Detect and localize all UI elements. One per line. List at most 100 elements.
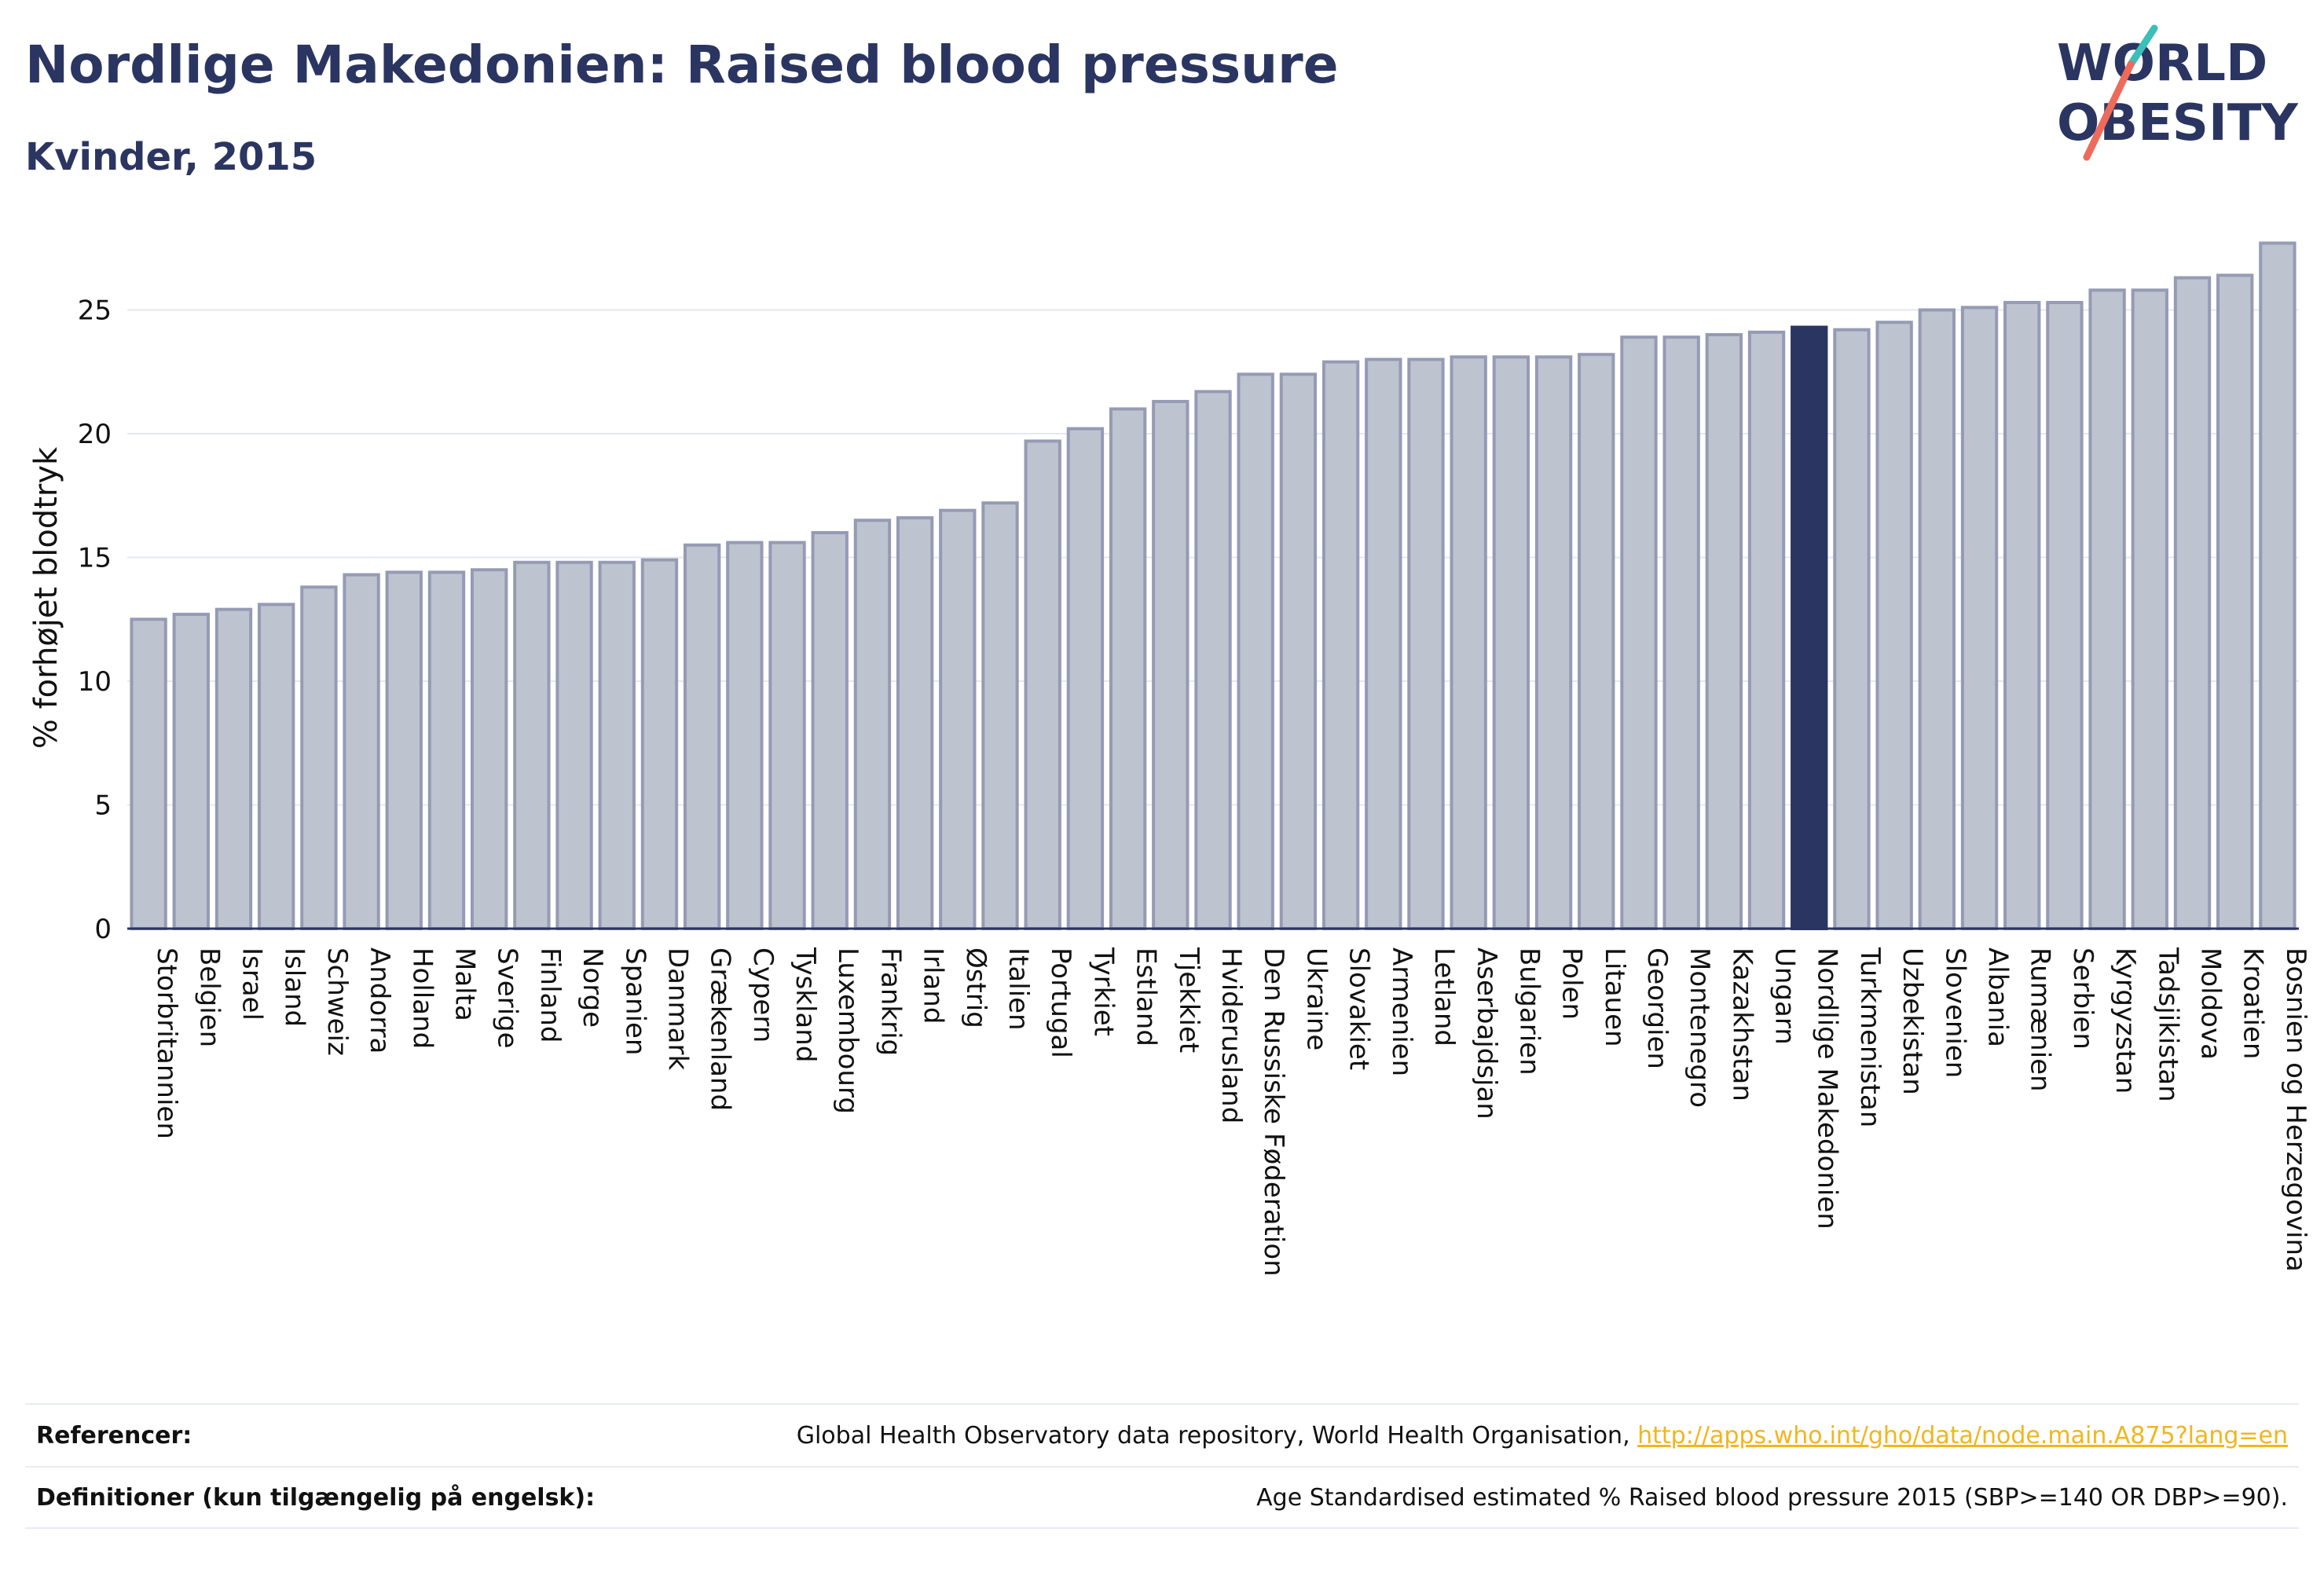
x-tick-label: Spanien (619, 947, 651, 1055)
x-tick-label: Irland (918, 947, 949, 1024)
bar (427, 570, 466, 931)
logo-slash-bottom (2083, 60, 2135, 161)
bar (2173, 276, 2212, 930)
x-tick-label: Den Russiske Føderation (1258, 947, 1289, 1277)
x-tick-label: Armenien (1386, 947, 1417, 1076)
bar (1534, 355, 1573, 931)
bar (1279, 372, 1318, 930)
x-tick-label: Østrig (960, 947, 992, 1028)
x-tick-label: Letland (1428, 947, 1460, 1046)
x-tick-label: Aserbajdsjan (1471, 947, 1502, 1120)
x-tick-label: Albania (1982, 947, 2014, 1047)
bar (1747, 330, 1786, 931)
x-tick-label: Estland (1131, 947, 1162, 1046)
x-tick-label: Andorra (364, 947, 395, 1054)
bar (1833, 328, 1871, 930)
bar (2216, 273, 2254, 930)
bar (555, 560, 593, 930)
x-tick-label: Cypern (747, 947, 779, 1043)
bar (2259, 241, 2297, 930)
bar (768, 541, 806, 930)
x-tick-label: Kazakhstan (1726, 947, 1758, 1101)
x-tick-label: Israel (236, 947, 267, 1021)
x-tick-label: Turkmenistan (1854, 947, 1886, 1127)
bar (726, 541, 764, 930)
x-tick-label: Uzbekistan (1897, 947, 1928, 1095)
bar-chart: 0 5 10 15 20 25 Storbritannien Belgien Israel Isl… (28, 241, 2311, 1277)
y-tick-label: 15 (78, 543, 112, 574)
references-link[interactable]: http://apps.who.int/gho/data/node.main.A… (1637, 1421, 2288, 1450)
x-tick-label: Kroatien (2238, 947, 2269, 1059)
y-tick-label: 10 (78, 666, 112, 698)
x-tick-label: Luxembourg (832, 947, 863, 1114)
y-tick-label: 20 (78, 419, 112, 450)
x-tick-label: Rumænien (2025, 947, 2056, 1092)
logo-line-world: WORLD (2057, 35, 2267, 93)
definitions-text: Age Standardised estimated % Raised bloo… (1256, 1483, 2288, 1512)
bar (683, 543, 721, 930)
x-tick-label: Tyskland (790, 947, 821, 1062)
x-tick-label: Serbien (2067, 947, 2099, 1050)
bar (939, 508, 977, 930)
x-tick-label: Norge (577, 947, 608, 1028)
x-tick-label: Sverige (492, 947, 523, 1049)
bar (981, 501, 1019, 930)
bar (1109, 407, 1147, 930)
bar (1578, 353, 1615, 930)
chart-title: Nordlige Makedonien: Raised blood pressu… (25, 35, 1339, 95)
x-tick-label: Moldova (2195, 947, 2227, 1060)
x-tick-label: Bosnien og Herzegovina (2280, 947, 2311, 1272)
bar (2003, 301, 2041, 930)
y-tick-label: 0 (94, 914, 112, 945)
bar (1662, 335, 1700, 930)
y-axis-title: % forhøjet blodtryk (28, 446, 64, 749)
bar (2131, 288, 2168, 930)
x-tick-label: Portugal (1045, 947, 1076, 1058)
x-tick-label: Grækenland (705, 947, 736, 1111)
x-tick-label: Finland (534, 947, 566, 1043)
bar-layer (130, 241, 2297, 931)
bar (1620, 335, 1658, 930)
bar (2088, 288, 2126, 930)
x-tick-label: Slovakiet (1343, 947, 1375, 1070)
x-tick-label: Island (279, 947, 310, 1027)
bar (513, 560, 551, 930)
y-tick-label: 5 (94, 790, 112, 822)
chart-subtitle: Kvinder, 2015 (25, 135, 317, 179)
bar (214, 607, 253, 931)
bar (258, 603, 295, 930)
x-tick-label: Tjekkiet (1173, 947, 1204, 1053)
x-tick-label: Kyrgyzstan (2110, 947, 2141, 1094)
bar (1705, 333, 1743, 930)
definitions-row: Definitioner (kun tilgængelig på engelsk… (25, 1466, 2299, 1529)
bar (640, 558, 679, 931)
x-tick-label: Danmark (662, 947, 693, 1070)
x-tick-label: Belgien (193, 947, 225, 1047)
x-tick-label: Holland (406, 947, 438, 1049)
x-tick-label: Tadsjikistan (2152, 947, 2183, 1102)
references-value: Global Health Observatory data repositor… (797, 1422, 2299, 1450)
bar (1194, 390, 1232, 930)
x-tick-label: Polen (1556, 947, 1588, 1020)
bar (470, 568, 508, 930)
axis-layer: 0 5 10 15 20 25 Storbritannien Belgien Israel Isl… (78, 295, 2311, 1277)
bar (1450, 355, 1487, 931)
bar (1407, 357, 1445, 930)
x-tick-label: Tyrkiet (1087, 947, 1119, 1036)
bar (598, 560, 636, 930)
bar (2046, 301, 2084, 930)
references-row: Referencer: Global Health Observatory da… (25, 1403, 2299, 1466)
x-tick-label: Georgien (1641, 947, 1673, 1069)
x-tick-label: Storbritannien (151, 947, 182, 1139)
x-tick-label: Nordlige Makedonien (1812, 947, 1843, 1230)
bar (385, 570, 423, 931)
bar (343, 573, 380, 930)
x-tick-label: Bulgarien (1513, 947, 1545, 1076)
bar (1875, 321, 1913, 930)
world-obesity-logo: WORLD OBESITY (2057, 24, 2298, 161)
y-tick-label: 25 (78, 295, 112, 327)
bar (1960, 306, 1999, 931)
definitions-label: Definitioner (kun tilgængelig på engelsk… (36, 1483, 596, 1512)
bar (1492, 355, 1530, 931)
logo-slash-top (2127, 24, 2158, 68)
